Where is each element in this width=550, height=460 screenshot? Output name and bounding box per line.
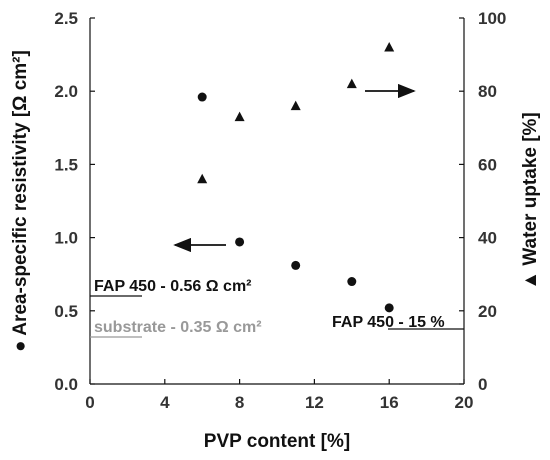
y-right-tick-label: 100 <box>478 9 506 28</box>
water-uptake-point <box>290 100 301 111</box>
y-axis-left-label: ● Area-specific resistivity [Ω cm²] <box>10 50 31 352</box>
y-axis-right-label: ▲ Water uptake [%] <box>520 112 541 290</box>
water-uptake-point <box>384 42 395 52</box>
y-right-tick-label: 0 <box>478 375 487 394</box>
x-tick-label: 4 <box>160 393 170 412</box>
resistivity-point <box>291 260 301 270</box>
resistivity-point <box>347 277 357 287</box>
y-right-ticks: 0 20 40 60 80 100 <box>459 9 506 394</box>
y-left-tick-label: 2.5 <box>54 9 78 28</box>
x-tick-label: 0 <box>85 393 94 412</box>
x-tick-label: 12 <box>305 393 324 412</box>
y-left-tick-label: 2.0 <box>54 82 78 101</box>
x-tick-label: 16 <box>380 393 399 412</box>
x-tick-label: 8 <box>235 393 244 412</box>
y-right-tick-label: 40 <box>478 229 497 248</box>
water-uptake-point <box>197 173 208 184</box>
resistivity-point <box>384 303 394 313</box>
y-right-tick-label: 60 <box>478 155 497 174</box>
resistivity-point <box>197 92 207 102</box>
water-uptake-point <box>346 78 357 89</box>
x-ticks: 0 4 8 12 16 20 <box>85 379 473 412</box>
fap-uptake-ref-label: FAP 450 - 15 % <box>332 314 445 331</box>
x-axis-label: PVP content [%] <box>204 431 350 452</box>
data-points <box>197 42 395 313</box>
y-left-tick-label: 1.5 <box>54 155 78 174</box>
water-uptake-point <box>234 111 245 122</box>
x-tick-label: 20 <box>455 393 474 412</box>
y-right-tick-label: 20 <box>478 302 497 321</box>
reference-lines: FAP 450 - 0.56 Ω cm² substrate - 0.35 Ω … <box>90 278 464 338</box>
substrate-ref-label: substrate - 0.35 Ω cm² <box>94 319 262 336</box>
y-left-tick-label: 1.0 <box>54 229 78 248</box>
y-right-tick-label: 80 <box>478 82 497 101</box>
y-left-ticks: 0.0 0.5 1.0 1.5 2.0 2.5 <box>54 9 95 394</box>
resistivity-point <box>235 237 245 247</box>
y-left-tick-label: 0.5 <box>54 302 78 321</box>
y-left-tick-label: 0.0 <box>54 375 78 394</box>
fap-resistivity-ref-label: FAP 450 - 0.56 Ω cm² <box>94 278 252 295</box>
